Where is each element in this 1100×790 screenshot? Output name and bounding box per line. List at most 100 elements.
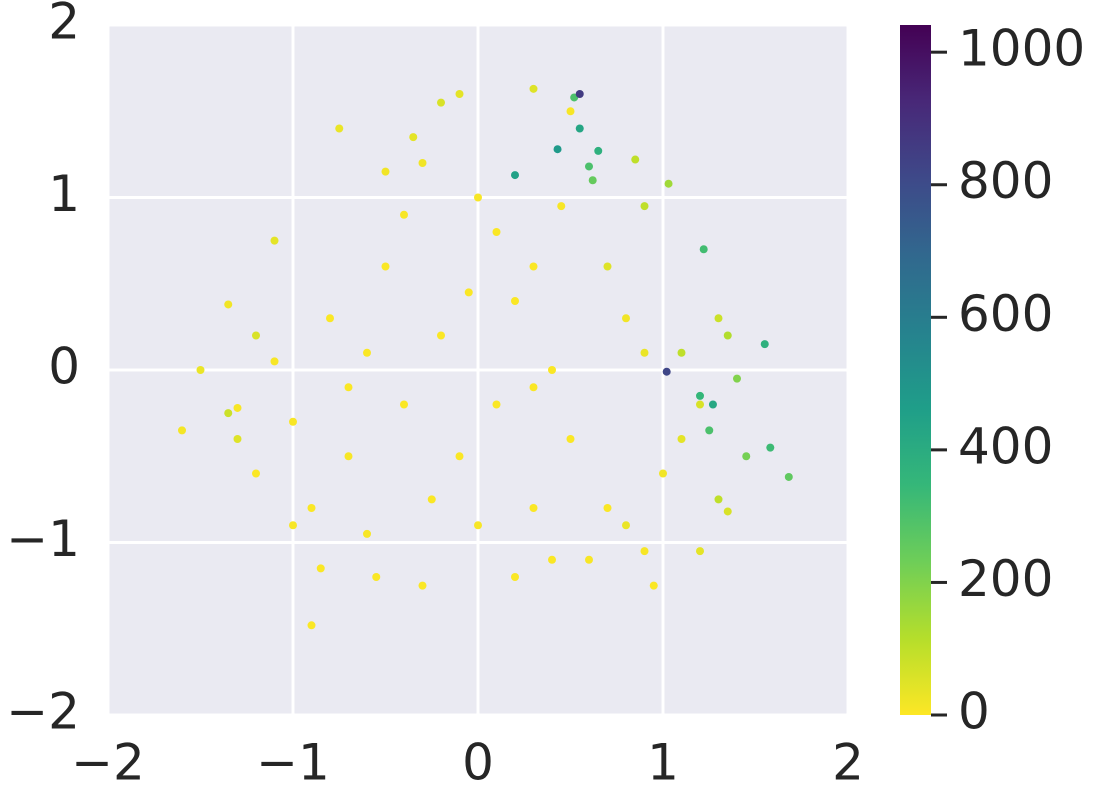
point — [344, 383, 353, 392]
point — [631, 155, 640, 164]
colorbar-tick-label: 200 — [958, 550, 1053, 608]
y-tick-label: 0 — [48, 338, 80, 396]
point — [474, 521, 482, 530]
point — [622, 521, 630, 530]
point — [233, 435, 242, 443]
point — [400, 210, 408, 219]
colorbar-tick-label: 400 — [958, 417, 1053, 475]
point — [344, 452, 353, 461]
point — [696, 400, 704, 409]
point — [437, 331, 445, 340]
point — [224, 409, 233, 418]
colorbar-tick-label: 800 — [958, 152, 1053, 210]
point — [363, 348, 371, 357]
point — [649, 581, 658, 590]
point — [363, 529, 371, 538]
point — [699, 245, 708, 254]
x-tick-label: −2 — [71, 734, 145, 790]
point — [529, 84, 538, 93]
point — [662, 367, 671, 376]
point — [252, 469, 260, 478]
point — [575, 124, 584, 133]
point — [714, 314, 723, 323]
colorbar-tick-label: 600 — [958, 285, 1053, 343]
point — [677, 348, 686, 357]
y-tick-label: −2 — [6, 683, 80, 741]
point — [548, 555, 556, 564]
point — [326, 314, 334, 323]
point — [705, 426, 714, 435]
point — [307, 621, 316, 630]
point — [437, 98, 445, 107]
point — [723, 507, 732, 516]
colorbar-tick-label: 1000 — [958, 20, 1085, 78]
point — [742, 452, 751, 461]
point — [640, 202, 649, 211]
point — [529, 383, 538, 392]
point — [196, 366, 205, 374]
point — [289, 417, 297, 426]
point — [733, 374, 741, 383]
point — [603, 262, 612, 271]
point — [372, 573, 381, 581]
x-tick-label: 2 — [832, 734, 864, 790]
point — [575, 90, 584, 98]
point — [640, 348, 649, 357]
point — [696, 547, 704, 556]
point — [659, 469, 667, 478]
point — [316, 564, 325, 573]
point — [714, 495, 723, 504]
y-tick-label: 1 — [48, 165, 80, 223]
point — [622, 314, 630, 323]
point — [492, 228, 501, 236]
point — [307, 504, 316, 512]
point — [594, 146, 603, 155]
point — [585, 555, 593, 564]
colorbar — [900, 25, 931, 715]
point — [557, 202, 566, 211]
point — [640, 547, 649, 556]
point — [696, 391, 704, 400]
point — [529, 262, 538, 271]
point — [464, 288, 473, 297]
point — [548, 366, 556, 374]
point — [289, 521, 297, 530]
point — [178, 426, 186, 435]
point — [409, 133, 418, 142]
point — [511, 171, 519, 180]
point — [664, 179, 673, 188]
point — [511, 297, 519, 305]
point — [603, 504, 612, 512]
point — [708, 400, 717, 409]
point — [233, 403, 242, 412]
point — [455, 452, 464, 461]
point — [553, 145, 562, 154]
x-tick-label: 1 — [647, 734, 679, 790]
point — [760, 340, 769, 349]
point — [588, 176, 597, 185]
point — [455, 90, 464, 98]
point — [381, 167, 390, 176]
point — [427, 495, 436, 504]
point — [335, 124, 344, 133]
point — [566, 107, 575, 116]
point — [566, 435, 575, 443]
point — [270, 236, 279, 245]
point — [677, 435, 686, 443]
point — [418, 159, 427, 167]
point — [511, 573, 519, 581]
point — [492, 400, 501, 409]
point — [529, 504, 538, 512]
point — [474, 193, 482, 202]
point — [418, 581, 427, 590]
point — [585, 162, 593, 171]
x-tick-label: −1 — [256, 734, 330, 790]
point — [224, 300, 233, 309]
y-tick-label: 2 — [48, 0, 80, 51]
point — [784, 472, 793, 481]
x-tick-label: 0 — [462, 734, 494, 790]
point — [723, 331, 732, 340]
point — [252, 331, 260, 340]
colorbar-tick-label: 0 — [958, 683, 990, 741]
